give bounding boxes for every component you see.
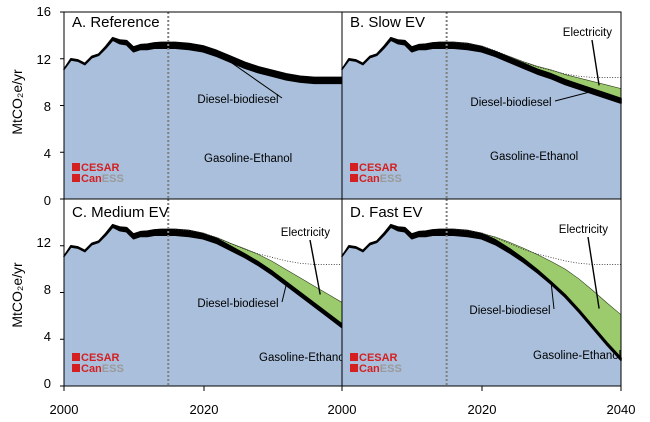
diesel-leader <box>550 283 555 310</box>
logo-mark-2 <box>350 364 358 372</box>
diesel-label: Diesel-biodiesel <box>197 94 278 106</box>
y-axis-label-top: MtCO₂e/yr <box>9 69 25 135</box>
xtick-left-2020: 2020 <box>190 402 219 417</box>
ytick-top-0: 0 <box>44 193 51 208</box>
diesel-label: Diesel-biodiesel <box>470 97 551 109</box>
diesel-leader <box>216 52 283 99</box>
logo-line2: CanESS <box>359 173 402 185</box>
panel-title: B. Slow EV <box>350 14 425 31</box>
panel-title: A. Reference <box>72 14 160 31</box>
logo-mark <box>72 353 80 361</box>
diesel-label: Diesel-biodiesel <box>197 298 278 310</box>
electricity-label: Electricity <box>559 224 608 236</box>
xtick-right-2020: 2020 <box>468 402 497 417</box>
xtick-left-2000: 2000 <box>50 402 79 417</box>
xtick-right-2040: 2040 <box>607 402 636 417</box>
ytick-bottom-4: 4 <box>44 329 51 344</box>
axis-ticks <box>60 11 622 391</box>
logo-mark-2 <box>350 174 358 182</box>
logo-line1: CESAR <box>81 162 120 174</box>
panel-title: D. Fast EV <box>350 204 423 221</box>
ytick-top-16: 16 <box>37 4 51 19</box>
ytick-top-12: 12 <box>37 52 51 67</box>
ytick-top-8: 8 <box>44 99 51 114</box>
gasoline-label: Gasoline-Ethanol <box>259 352 347 364</box>
logo-line2: CanESS <box>81 363 124 375</box>
logo-mark-2 <box>72 174 80 182</box>
panel-title: C. Medium EV <box>72 204 169 221</box>
panel-3: D. Fast EV Gasoline-Ethanol Diesel-biodies… <box>341 198 622 387</box>
logo-mark <box>350 163 358 171</box>
series-gasoline-area <box>64 40 342 199</box>
series-gasoline-area <box>342 40 621 199</box>
gasoline-label: Gasoline-Ethanol <box>490 151 578 163</box>
series-gasoline-area <box>342 227 621 386</box>
electricity-leader <box>591 39 600 86</box>
ytick-bottom-12: 12 <box>37 235 51 250</box>
logo-line1: CESAR <box>359 162 398 174</box>
panel-0: A. Reference Gasoline-Ethanol Diesel-biodi… <box>63 11 343 200</box>
panels: A. Reference Gasoline-Ethanol Diesel-biodi… <box>60 11 622 391</box>
ytick-top-4: 4 <box>44 146 51 161</box>
logo-mark <box>72 163 80 171</box>
electricity-leader <box>587 236 600 309</box>
logo-line2: CanESS <box>359 363 402 375</box>
electricity-leader <box>309 239 321 295</box>
electricity-label: Electricity <box>281 227 330 239</box>
ytick-bottom-0: 0 <box>44 376 51 391</box>
ytick-bottom-8: 8 <box>44 282 51 297</box>
diesel-leader <box>281 283 287 303</box>
diesel-label: Diesel-biodiesel <box>469 305 550 317</box>
xtick-right-2000: 2000 <box>328 402 357 417</box>
y-axis-label-bottom: MtCO₂e/yr <box>9 262 25 328</box>
logo-mark <box>350 353 358 361</box>
electricity-label: Electricity <box>563 27 612 39</box>
gasoline-label: Gasoline-Ethanol <box>204 153 292 165</box>
logo-line1: CESAR <box>359 352 398 364</box>
logo-line2: CanESS <box>81 173 124 185</box>
logo-line1: CESAR <box>81 352 120 364</box>
gasoline-label: Gasoline-Ethanol <box>533 350 621 362</box>
panel-1: B. Slow EV Gasoline-Ethanol Diesel-biodies… <box>341 11 622 200</box>
series-gasoline-area <box>64 227 342 386</box>
diesel-leader <box>554 90 594 102</box>
logo-mark-2 <box>72 364 80 372</box>
panel-2: C. Medium EV Gasoline-Ethanol Diesel-biodi… <box>63 198 347 387</box>
